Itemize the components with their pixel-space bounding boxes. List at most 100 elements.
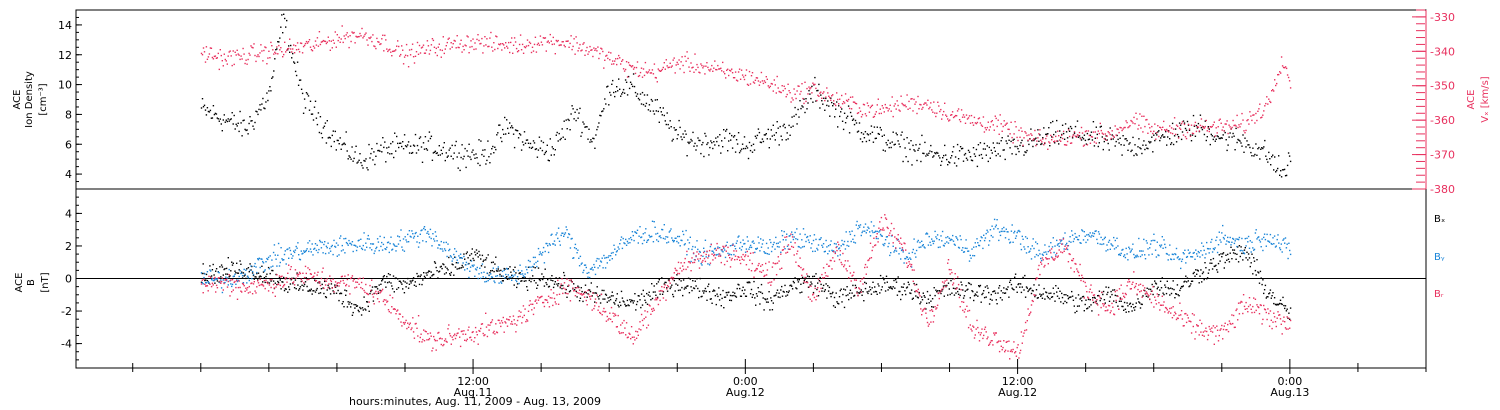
data-point (846, 286, 848, 288)
data-point (650, 299, 652, 301)
data-point (384, 34, 386, 37)
data-point (860, 234, 862, 237)
data-point (635, 232, 638, 234)
data-point (420, 47, 423, 49)
data-point (1258, 239, 1261, 241)
data-point (588, 128, 590, 130)
data-point (246, 287, 249, 289)
data-point (436, 54, 438, 57)
data-point (226, 277, 229, 279)
data-point (868, 227, 870, 230)
data-point (562, 41, 564, 43)
data-point (368, 310, 370, 312)
data-point (348, 46, 350, 49)
data-point (1015, 235, 1018, 237)
data-point (1163, 239, 1165, 241)
data-point (325, 245, 328, 247)
data-point (1240, 123, 1242, 125)
data-point (1239, 126, 1241, 128)
data-point (908, 100, 910, 103)
data-point (1080, 297, 1082, 299)
data-point (208, 275, 210, 278)
data-point (1020, 127, 1022, 129)
data-point (862, 103, 865, 106)
data-point (854, 102, 857, 104)
data-point (537, 260, 539, 262)
data-point (443, 273, 446, 275)
data-point (1242, 119, 1244, 121)
data-point (961, 116, 964, 118)
data-point (757, 80, 760, 82)
data-point (1238, 124, 1240, 126)
data-point (765, 133, 767, 135)
data-point (1283, 67, 1286, 69)
data-point (682, 233, 685, 236)
data-point (590, 49, 592, 51)
data-point (397, 142, 399, 145)
data-point (1158, 130, 1160, 132)
data-point (226, 120, 228, 123)
data-point (694, 280, 696, 282)
data-point (410, 152, 413, 154)
data-point (983, 234, 985, 236)
data-point (1047, 297, 1049, 299)
data-point (1130, 119, 1132, 122)
data-point (578, 257, 580, 259)
data-point (203, 276, 205, 279)
data-point (272, 76, 274, 78)
data-point (861, 294, 863, 296)
data-point (270, 266, 272, 268)
data-point (1142, 250, 1144, 252)
data-point (218, 281, 220, 283)
data-point (1200, 118, 1203, 120)
data-point (766, 138, 768, 140)
data-point (460, 267, 463, 269)
data-point (796, 238, 799, 241)
data-point (1265, 102, 1267, 105)
data-point (560, 44, 562, 46)
data-point (234, 51, 236, 53)
data-point (550, 234, 552, 236)
data-point (1068, 130, 1071, 132)
data-point (321, 241, 323, 244)
data-point (362, 244, 364, 247)
data-point (933, 155, 935, 157)
data-point (419, 52, 422, 54)
data-point (239, 58, 241, 61)
data-point (495, 270, 498, 272)
data-point (960, 238, 962, 241)
data-point (520, 273, 522, 275)
data-point (615, 298, 618, 300)
data-point (632, 73, 635, 75)
data-point (459, 257, 462, 259)
data-point (757, 287, 759, 289)
data-point (455, 140, 457, 143)
data-point (675, 283, 677, 285)
data-point (1152, 239, 1154, 242)
data-point (1231, 126, 1233, 129)
data-point (526, 286, 528, 288)
data-point (658, 121, 660, 123)
data-point (210, 275, 213, 277)
data-point (365, 158, 367, 160)
data-point (371, 249, 373, 251)
data-point (581, 49, 583, 51)
data-point (914, 103, 916, 105)
data-point (391, 288, 394, 290)
data-point (983, 296, 986, 299)
data-point (480, 277, 482, 279)
data-point (247, 292, 250, 294)
data-point (506, 267, 508, 270)
data-point (483, 155, 485, 157)
data-point (332, 130, 334, 132)
data-point (1201, 242, 1203, 244)
data-point (259, 52, 261, 54)
data-point (485, 280, 488, 283)
data-point (680, 280, 682, 282)
data-point (985, 154, 987, 156)
data-point (297, 284, 299, 286)
data-point (472, 265, 474, 268)
data-point (810, 87, 812, 89)
data-point (333, 292, 335, 295)
data-point (407, 277, 409, 280)
